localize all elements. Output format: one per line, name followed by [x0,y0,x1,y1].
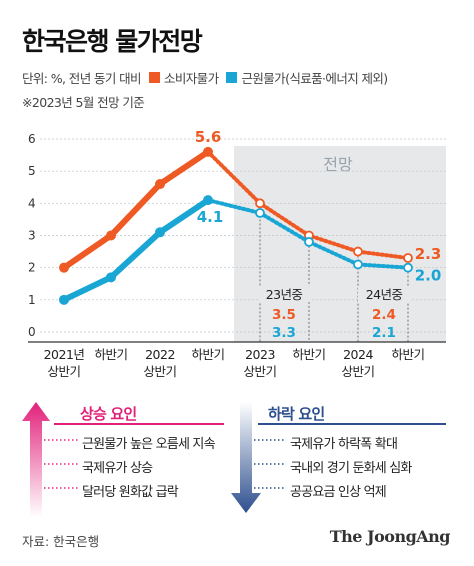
x-tick-label: 하반기 [191,347,224,362]
data-point [203,195,213,206]
forecast-basis-note: ※2023년 5월 전망 기준 [22,95,145,110]
source-note: 자료: 한국은행 [22,534,100,549]
x-tick-label: 상반기 [243,364,276,379]
x-tick-label: 2021년 [44,347,85,362]
down-factor-item: 국내외 경기 둔화세 심화 [290,461,412,476]
y-tick-label: 5 [28,164,36,178]
down-factors-title: 하락 요인 [268,405,325,423]
data-label: 2.3 [415,245,442,263]
annual-value-cpi: 2.4 [372,307,396,323]
annual-value-core: 2.1 [372,325,396,341]
data-label: 5.6 [195,128,222,146]
publisher-logo: The JoongAng [329,527,451,546]
factor-arrows [22,402,446,517]
data-point [353,246,363,257]
forecast-label: 전망 [323,155,353,174]
annual-value-core: 3.3 [272,325,296,341]
x-tick-label: 하반기 [94,347,127,362]
x-tick-label: 2024 [343,347,373,362]
x-tick-label: 하반기 [391,347,424,362]
data-label: 2.0 [415,267,442,285]
x-tick-label: 상반기 [47,364,80,379]
legend-label-core: 근원물가(식료품·에너지 제외) [241,71,388,86]
factors-panel: 상승 요인 근원물가 높은 오름세 지속 국제유가 상승 달러당 원화값 급락 … [0,395,474,525]
annual-label: 23년중 [266,287,303,302]
data-point [403,262,413,273]
data-point [304,237,314,247]
x-tick-label: 하반기 [292,347,325,362]
data-point [353,259,363,270]
data-point [59,294,69,305]
data-point [155,227,165,238]
x-tick-label: 상반기 [341,364,374,379]
y-tick-label: 0 [28,325,36,339]
y-tick-label: 6 [28,132,36,146]
unit-label: 단위: %, 전년 동기 대비 [22,71,142,86]
x-tick-label: 2022 [145,347,175,362]
annual-label: 24년중 [366,287,403,302]
data-point [255,198,265,209]
y-tick-label: 1 [28,293,36,307]
y-tick-label: 4 [28,196,36,210]
legend-label-cpi: 소비자물가 [163,71,219,86]
down-title-underline [258,423,446,425]
data-point [203,146,213,157]
up-title-underline [54,423,224,425]
legend-swatch-core [226,72,238,83]
x-tick-label: 2023 [245,347,275,362]
data-label: 4.1 [197,208,224,226]
down-factor-item: 공공요금 인상 억제 [290,485,387,500]
annual-label-bg [258,286,310,302]
unit-legend-row: 단위: %, 전년 동기 대비 소비자물가 근원물가(식료품·에너지 제외) [22,68,388,87]
up-arrow-icon [22,402,50,517]
down-factor-item: 국제유가 하락폭 확대 [290,437,398,452]
y-tick-label: 2 [28,261,36,275]
up-factor-item: 근원물가 높은 오름세 지속 [82,437,216,452]
down-arrow-icon [231,402,261,513]
x-tick-label: 상반기 [143,364,176,379]
series-line-actual [62,149,210,271]
up-factor-item: 달러당 원화값 급락 [82,485,179,500]
data-point [59,262,69,273]
data-point [155,179,165,190]
data-point [255,208,265,218]
data-point [106,272,116,283]
data-point [403,253,413,263]
annual-label-bg [358,286,410,302]
series-line-actual [62,197,210,303]
y-tick-label: 3 [28,229,36,243]
chart-title: 한국은행 물가전망 [22,27,203,56]
up-factors-title: 상승 요인 [80,405,137,423]
legend-swatch-cpi [148,72,160,83]
up-factor-item: 국제유가 상승 [82,461,153,476]
annual-value-cpi: 3.5 [272,307,296,323]
data-point [106,230,116,241]
